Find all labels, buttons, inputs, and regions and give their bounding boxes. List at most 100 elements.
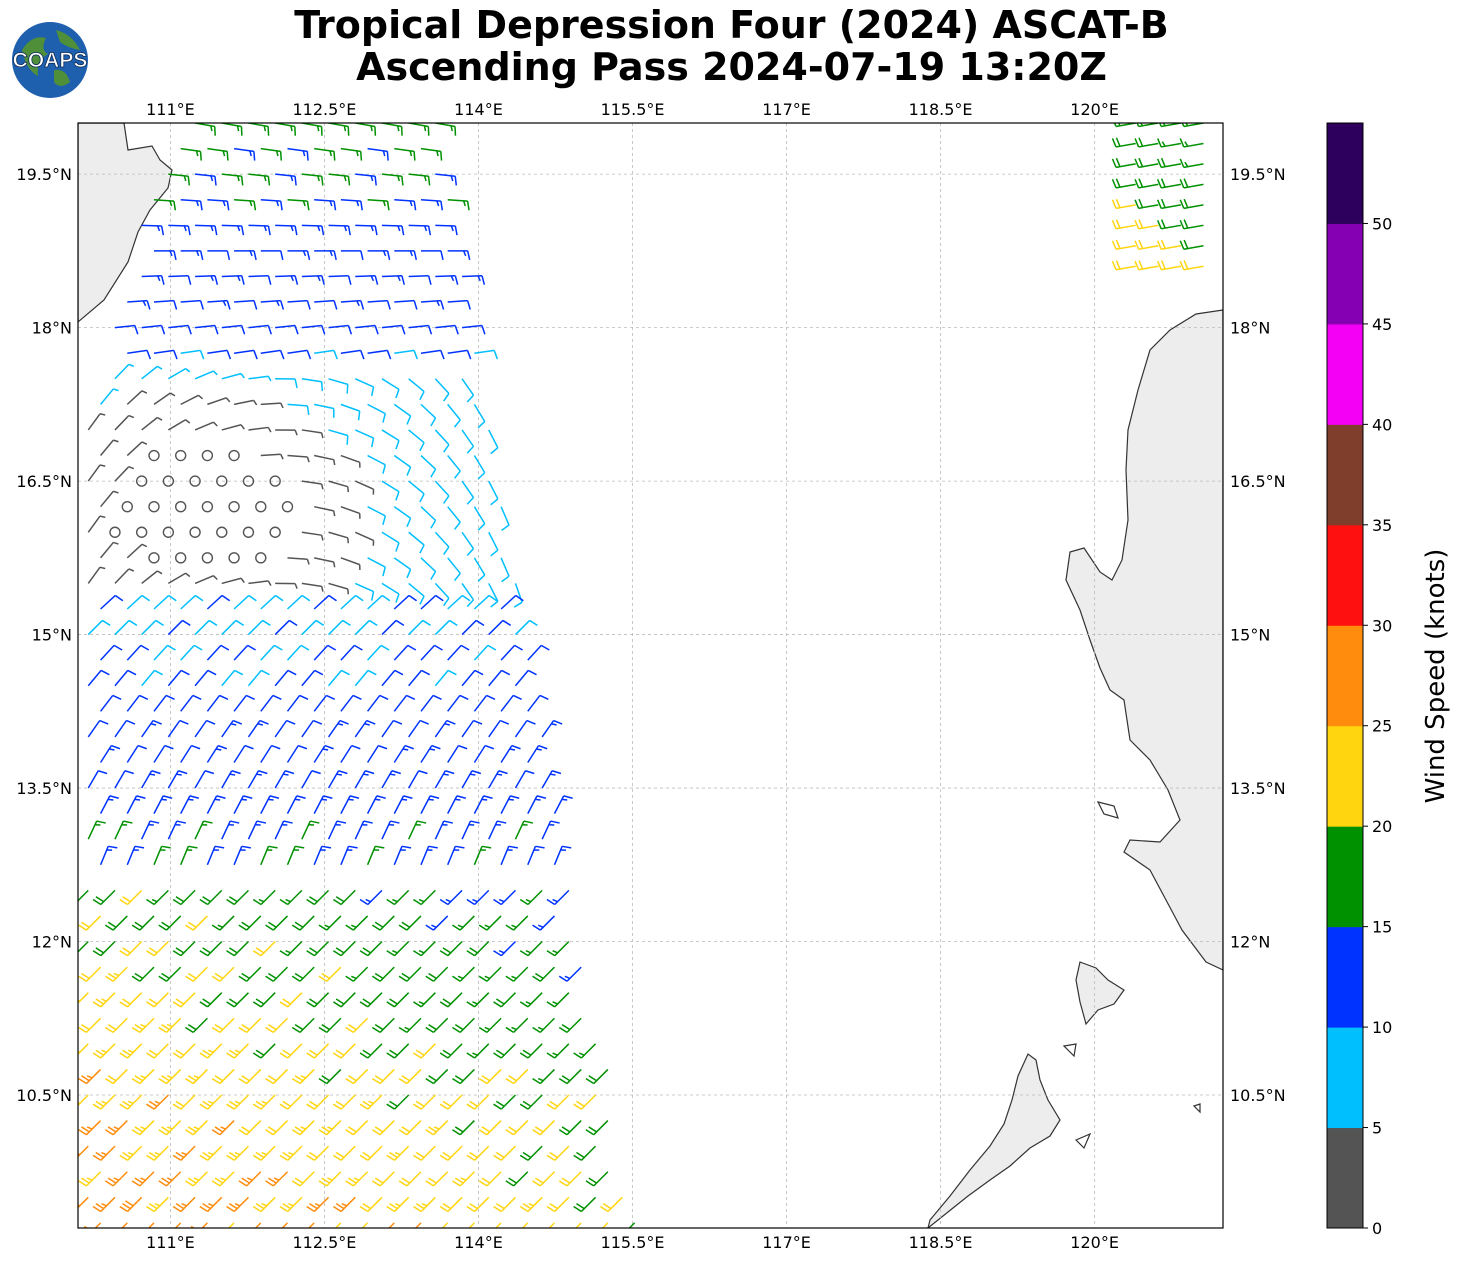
wind-barb bbox=[573, 1043, 597, 1059]
wind-barb bbox=[461, 582, 475, 608]
wind-barb bbox=[318, 915, 342, 931]
wind-barb bbox=[340, 198, 363, 211]
wind-barb bbox=[248, 275, 272, 285]
wind-barb bbox=[541, 820, 560, 840]
wind-barb bbox=[466, 1094, 490, 1110]
wind-barb bbox=[247, 719, 269, 738]
wind-barb bbox=[340, 147, 363, 161]
wind-barb bbox=[413, 1043, 436, 1059]
wind-barb bbox=[367, 299, 391, 310]
wind-barb bbox=[334, 1222, 342, 1228]
lat-tick-label-right: 16.5°N bbox=[1230, 472, 1286, 491]
wind-barb bbox=[78, 915, 102, 931]
wind-barb bbox=[252, 1094, 276, 1110]
wind-barb bbox=[158, 966, 182, 982]
lon-tick-label-bottom: 111°E bbox=[146, 1233, 195, 1252]
wind-barb bbox=[425, 1017, 449, 1034]
wind-barb bbox=[301, 582, 324, 592]
wind-barb bbox=[345, 1120, 369, 1136]
wind-barb bbox=[367, 349, 392, 360]
wind-barb bbox=[328, 378, 349, 394]
wind-barb bbox=[354, 669, 377, 687]
wind-barb bbox=[361, 1222, 369, 1228]
lon-tick-label-top: 117°E bbox=[762, 100, 811, 119]
wind-barb bbox=[447, 694, 469, 712]
wind-barb bbox=[126, 441, 148, 457]
wind-barb bbox=[473, 744, 495, 763]
wind-barb bbox=[408, 173, 431, 186]
wind-barb bbox=[248, 375, 272, 382]
wind-barb bbox=[301, 619, 325, 636]
wind-barb bbox=[206, 594, 231, 610]
wind-barb bbox=[221, 275, 245, 285]
wind-barb bbox=[275, 429, 298, 436]
wind-barb bbox=[226, 940, 249, 957]
wind-barb bbox=[199, 992, 223, 1008]
wind-barb bbox=[100, 594, 124, 610]
wind-barb bbox=[1134, 157, 1159, 169]
wind-barb bbox=[286, 594, 311, 610]
wind-barb bbox=[354, 378, 375, 397]
wind-barb bbox=[435, 224, 458, 236]
wind-barb bbox=[420, 644, 443, 661]
wind-barb bbox=[314, 299, 338, 310]
wind-barb bbox=[99, 795, 119, 814]
wind-barb bbox=[461, 719, 483, 738]
wind-barb bbox=[172, 1196, 196, 1213]
wind-barb bbox=[473, 594, 498, 610]
wind-barb bbox=[314, 557, 336, 568]
wind-barb bbox=[439, 940, 463, 957]
wind-barb bbox=[393, 454, 412, 476]
wind-barb bbox=[168, 275, 192, 285]
wind-barb bbox=[100, 388, 119, 405]
wind-barb bbox=[287, 557, 310, 565]
wind-barb bbox=[1134, 137, 1159, 148]
colorbar-tick-label: 45 bbox=[1372, 315, 1392, 334]
wind-barb bbox=[1111, 198, 1136, 210]
wind-barb bbox=[381, 429, 400, 450]
palawan-coast bbox=[927, 1053, 1061, 1228]
wind-barb bbox=[275, 123, 297, 136]
wind-barb bbox=[532, 1120, 556, 1136]
wind-barb bbox=[87, 566, 106, 584]
calm-wind-circle bbox=[281, 500, 294, 513]
wind-barb bbox=[308, 1222, 315, 1228]
wind-barb bbox=[340, 299, 365, 310]
wind-barb bbox=[466, 889, 490, 906]
calm-wind-circle bbox=[121, 500, 133, 513]
wind-barb bbox=[279, 940, 303, 957]
wind-barb bbox=[306, 940, 330, 957]
wind-barb bbox=[281, 1222, 289, 1228]
wind-barb bbox=[367, 454, 387, 474]
calm-wind-circle bbox=[109, 526, 121, 538]
wind-barb bbox=[226, 1145, 249, 1161]
wind-barb bbox=[104, 966, 128, 982]
logo-text: COAPS bbox=[13, 49, 88, 72]
wind-barb bbox=[1111, 157, 1136, 169]
wind-barb bbox=[318, 966, 342, 982]
wind-barb bbox=[478, 1120, 502, 1136]
wind-barb bbox=[371, 1171, 395, 1187]
wind-barb bbox=[199, 1043, 223, 1059]
wind-barb bbox=[408, 123, 430, 136]
wind-barb bbox=[359, 1094, 383, 1110]
wind-barb bbox=[500, 506, 510, 532]
wind-barb bbox=[478, 966, 502, 982]
wind-barb bbox=[366, 744, 388, 763]
lat-tick-label-right: 19.5°N bbox=[1230, 165, 1286, 184]
wind-barb bbox=[473, 795, 493, 814]
wind-barb bbox=[500, 744, 521, 763]
wind-barb bbox=[260, 147, 283, 161]
wind-barb bbox=[553, 845, 572, 866]
wind-barb bbox=[127, 299, 151, 310]
wind-barb bbox=[1181, 123, 1204, 128]
wind-barb bbox=[172, 1094, 196, 1110]
wind-barb bbox=[452, 1120, 475, 1136]
mindoro-coast bbox=[1075, 961, 1125, 1026]
wind-barb bbox=[206, 744, 228, 763]
wind-barb bbox=[478, 915, 502, 931]
wind-barb bbox=[291, 915, 315, 931]
wind-barb bbox=[466, 1043, 490, 1059]
wind-barb bbox=[167, 719, 189, 738]
wind-barb bbox=[114, 363, 135, 380]
